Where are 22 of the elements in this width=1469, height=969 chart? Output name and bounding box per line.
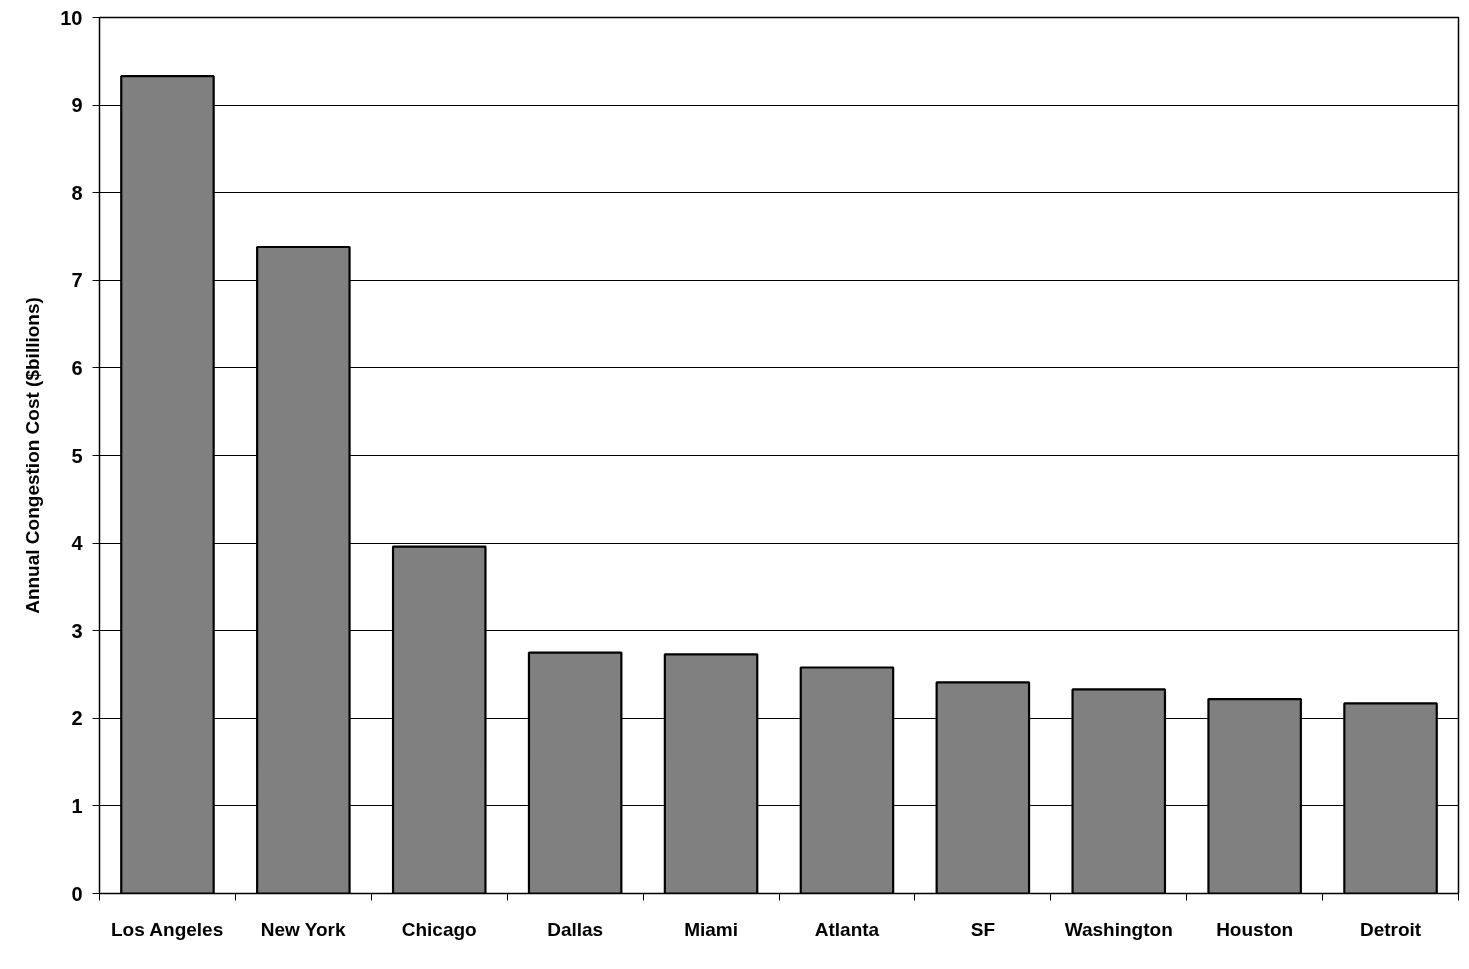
x-tick-label: Chicago: [401, 918, 477, 940]
y-tick-label: 10: [60, 6, 83, 29]
x-tick-label: Washington: [1064, 918, 1173, 940]
y-tick-label: 1: [71, 794, 83, 817]
x-tick-label: Houston: [1216, 918, 1294, 940]
x-tick-label: Detroit: [1359, 918, 1422, 940]
y-tick-label: 7: [71, 269, 83, 292]
y-tick-label: 6: [71, 356, 83, 379]
y-tick-label: 5: [71, 444, 83, 467]
x-tick-label: Miami: [684, 918, 738, 940]
y-tick-label: 8: [71, 181, 83, 204]
x-tick-label: Atlanta: [814, 918, 880, 940]
y-tick-label: 2: [71, 707, 83, 730]
y-tick-label: 4: [71, 532, 84, 555]
y-tick-label: 9: [71, 94, 83, 117]
x-tick-label: Dallas: [547, 918, 604, 940]
y-tick-label: 3: [71, 619, 83, 642]
y-axis-title: Annual Congestion Cost ($billions): [22, 297, 44, 614]
x-tick-label: Los Angeles: [110, 918, 224, 940]
x-tick-label: SF: [970, 918, 995, 940]
y-tick-label: 0: [71, 882, 83, 905]
x-tick-label: New York: [260, 918, 347, 940]
